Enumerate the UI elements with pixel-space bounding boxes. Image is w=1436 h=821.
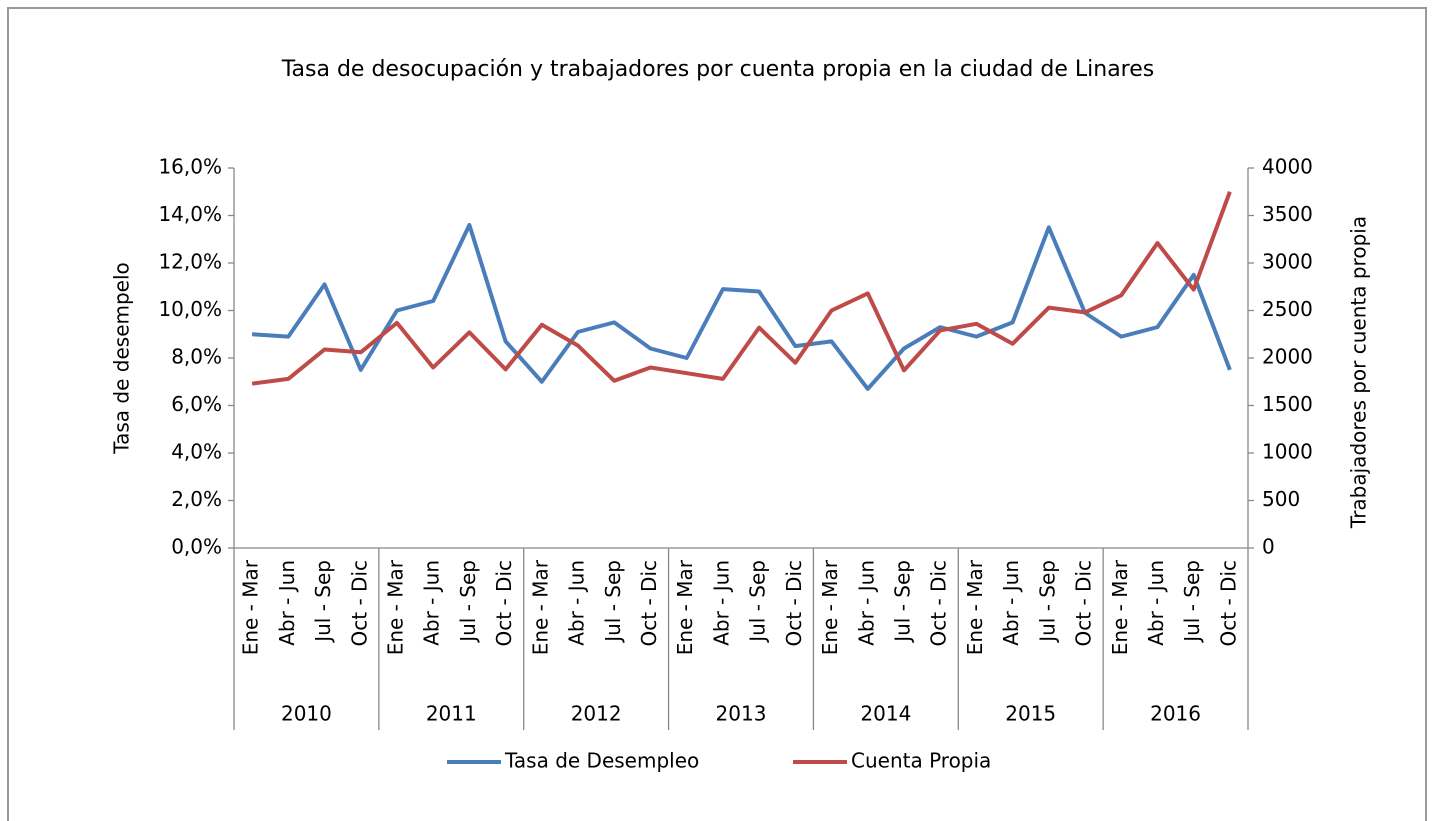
x-tick-label: Oct - Dic [637,560,661,646]
y2-tick-label: 3500 [1262,202,1313,226]
y2-tick-label: 500 [1262,487,1300,511]
y2-tick-label: 2500 [1262,297,1313,321]
y-axis-title: Tasa de desempelo [110,262,134,455]
chart-title: Tasa de desocupación y trabajadores por … [281,57,1154,82]
series-line [251,223,1232,391]
y2-tick-label: 3000 [1262,250,1313,274]
x-tick-label: Jul - Sep [456,560,480,644]
y-tick-label: 16,0% [158,155,222,179]
x-tick-label: Oct - Dic [347,560,371,646]
x-tick-label: Ene - Mar [528,559,552,655]
y2-tick-label: 2000 [1262,345,1313,369]
y-tick-label: 14,0% [158,202,222,226]
x-tick-label: Jul - Sep [890,560,914,644]
y2-tick-label: 4000 [1262,155,1313,179]
x-tick-label: Jul - Sep [601,560,625,644]
frame [7,7,1427,821]
x-tick-label: Abr - Jun [709,560,733,646]
x-tick-label: Ene - Mar [963,559,987,655]
x-tick-label: Jul - Sep [1035,560,1059,644]
y-tick-label: 2,0% [171,487,222,511]
legend-label: Cuenta Propia [851,749,991,773]
x-tick-label: Jul - Sep [311,560,335,644]
x-tick-label: Oct - Dic [492,560,516,646]
x-tick-label: Ene - Mar [239,559,263,655]
x-tick-label: Abr - Jun [275,560,299,646]
y2-tick-label: 1500 [1262,392,1313,416]
x-tick-label: Oct - Dic [1072,560,1096,646]
x-tick-label: Abr - Jun [854,560,878,646]
x-tick-label: Abr - Jun [999,560,1023,646]
y-tick-label: 10,0% [158,297,222,321]
x-group-label: 2014 [860,702,911,726]
x-tick-label: Oct - Dic [927,560,951,646]
x-tick-label: Oct - Dic [1216,560,1240,646]
y-tick-label: 6,0% [171,392,222,416]
y-tick-label: 4,0% [171,440,222,464]
x-tick-label: Abr - Jun [420,560,444,646]
x-group-label: 2010 [281,702,332,726]
y-tick-label: 0,0% [171,535,222,559]
x-tick-label: Abr - Jun [565,560,589,646]
y-tick-label: 8,0% [171,345,222,369]
y-tick-label: 12,0% [158,250,222,274]
legend-label: Tasa de Desempleo [504,749,699,773]
x-group-label: 2011 [426,702,477,726]
series-line [251,191,1232,386]
x-tick-label: Ene - Mar [673,559,697,655]
x-tick-label: Ene - Mar [818,559,842,655]
x-tick-label: Jul - Sep [1180,560,1204,644]
x-group-label: 2012 [571,702,622,726]
y2-tick-label: 0 [1262,535,1275,559]
y2-axis-title: Trabajadores por cuenta propia [1347,216,1371,529]
y2-tick-label: 1000 [1262,440,1313,464]
x-group-label: 2016 [1150,702,1201,726]
x-group-label: 2015 [1005,702,1056,726]
x-group-label: 2013 [716,702,767,726]
x-tick-label: Jul - Sep [746,560,770,644]
x-tick-label: Ene - Mar [1108,559,1132,655]
x-tick-label: Abr - Jun [1144,560,1168,646]
x-tick-label: Oct - Dic [782,560,806,646]
x-tick-label: Ene - Mar [383,559,407,655]
